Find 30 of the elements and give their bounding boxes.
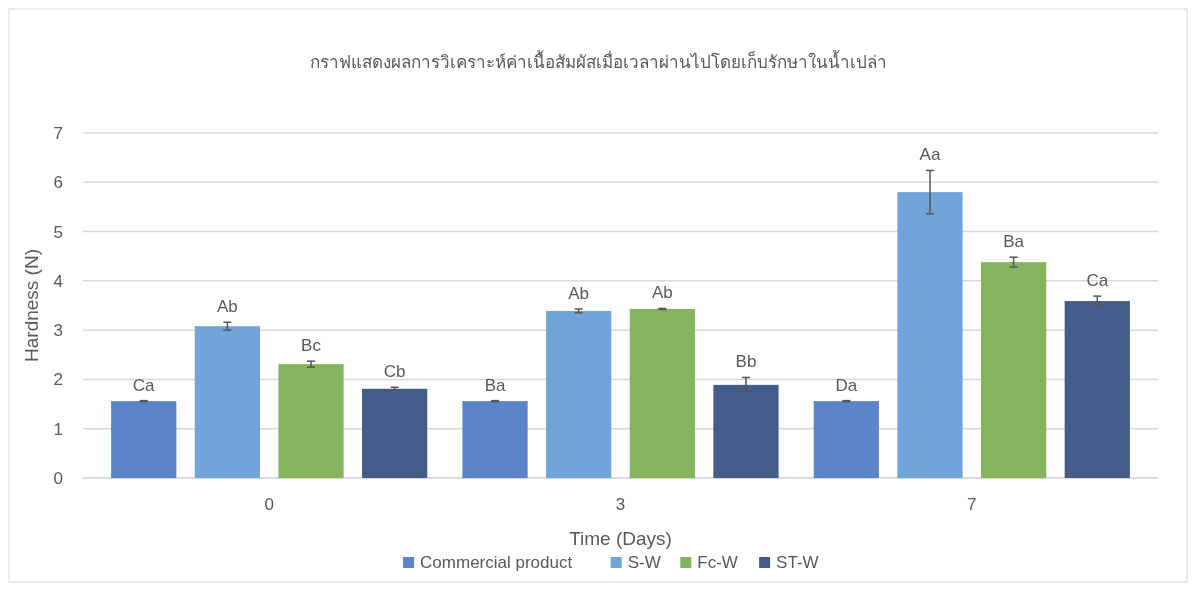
data-label: Ba <box>484 375 506 395</box>
y-tick-label: 2 <box>53 370 63 390</box>
chart-title: กราฟแสดงผลการวิเคราะห์ค่าเนื้อสัมผัสเมื่อเวลาผ่านไปโดยเก็บรักษาในน้ำเปล่า <box>309 50 887 72</box>
y-tick-label: 7 <box>53 123 63 143</box>
data-label: Ca <box>132 375 156 395</box>
data-label: Ab <box>216 297 238 317</box>
legend-label: S-W <box>627 553 661 572</box>
data-label: Cb <box>383 362 406 382</box>
data-label: Ab <box>568 283 590 303</box>
data-label: Da <box>835 375 858 395</box>
data-label: Ca <box>1086 271 1109 291</box>
x-axis-title: Time (Days) <box>569 528 672 549</box>
x-tick-label: 0 <box>264 495 274 514</box>
data-label: Bc <box>301 336 322 356</box>
y-tick-label: 1 <box>53 419 63 439</box>
y-axis-title: Hardness (N) <box>21 249 42 362</box>
y-tick-label: 0 <box>53 468 63 488</box>
data-label: Ab <box>651 283 673 303</box>
legend-label: ST-W <box>776 553 819 572</box>
y-tick-label: 3 <box>53 321 63 341</box>
legend-label: Commercial product <box>420 553 573 572</box>
data-label: Bb <box>735 352 757 372</box>
y-tick-label: 4 <box>53 271 63 291</box>
data-label: Aa <box>919 145 941 165</box>
y-tick-label: 6 <box>53 173 63 193</box>
x-tick-label: 7 <box>967 495 977 514</box>
legend-label: Fc-W <box>697 553 738 572</box>
x-tick-label: 3 <box>615 495 626 514</box>
y-tick-label: 5 <box>53 222 63 242</box>
data-label: Ba <box>1003 232 1025 252</box>
